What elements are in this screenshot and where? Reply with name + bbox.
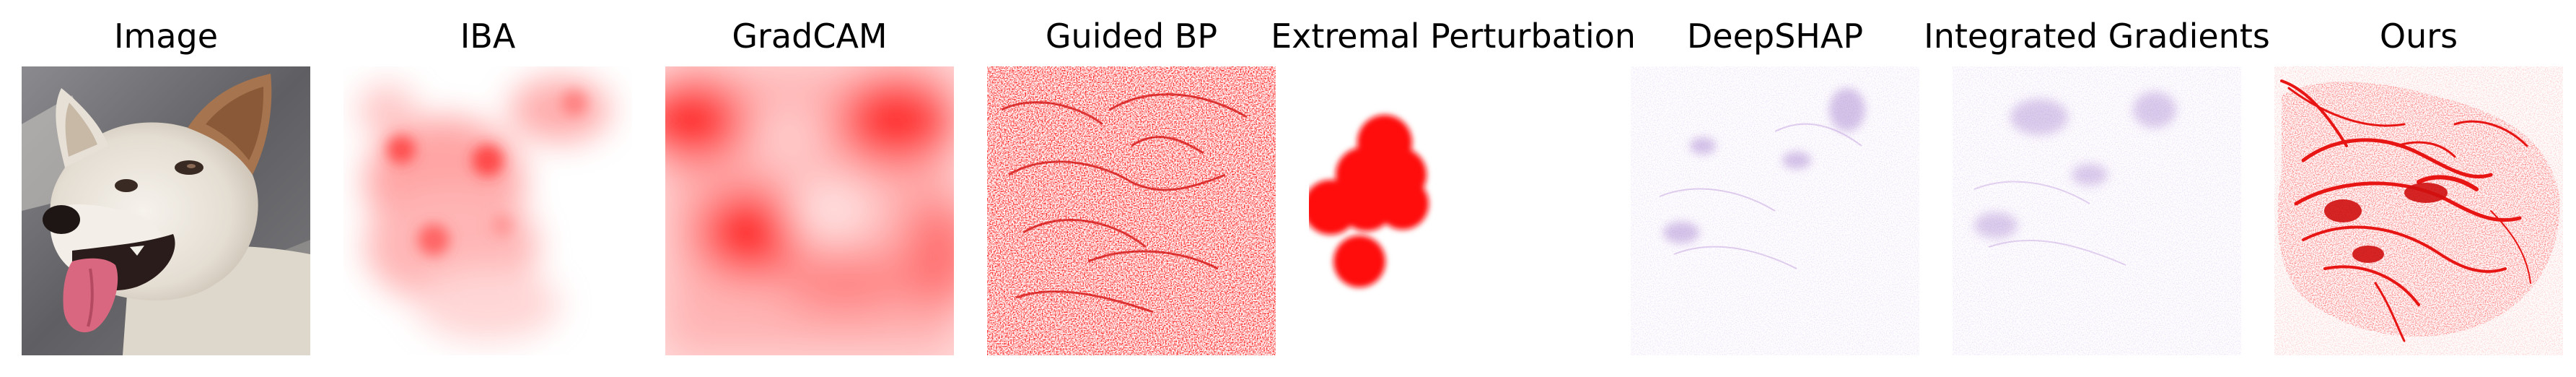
panel-title: Integrated Gradients bbox=[1924, 17, 2270, 56]
panel-title: IBA bbox=[460, 17, 516, 56]
ours-attribution bbox=[2274, 66, 2563, 355]
dog-photo bbox=[22, 66, 310, 355]
panel-iba: IBA bbox=[343, 0, 632, 377]
panel-deepshap: DeepSHAP bbox=[1631, 0, 1919, 377]
gradcam-heatmap bbox=[665, 66, 954, 355]
dog-photo-drawing bbox=[22, 66, 310, 355]
iba-heatmap-drawing bbox=[343, 66, 632, 355]
panel-title: Guided BP bbox=[1045, 17, 1218, 56]
extremal-mask bbox=[1309, 66, 1598, 355]
panel-gradcam: GradCAM bbox=[665, 0, 954, 377]
panel-image: Image bbox=[22, 0, 310, 377]
gradcam-heatmap-drawing bbox=[665, 66, 954, 355]
panel-title: GradCAM bbox=[732, 17, 888, 56]
panel-extremal: Extremal Perturbation bbox=[1271, 0, 1636, 377]
panel-guided-bp: Guided BP bbox=[987, 0, 1276, 377]
panel-integrated-gradients: Integrated Gradients bbox=[1924, 0, 2270, 377]
integrated-gradients-attribution bbox=[1953, 66, 2241, 355]
deepshap-attribution bbox=[1631, 66, 1919, 355]
panel-title: Ours bbox=[2379, 17, 2458, 56]
guided-bp-saliency-drawing bbox=[987, 66, 1276, 355]
ours-attribution-drawing bbox=[2274, 66, 2563, 355]
deepshap-attribution-drawing bbox=[1631, 66, 1919, 355]
panel-title: DeepSHAP bbox=[1686, 17, 1864, 56]
iba-heatmap bbox=[343, 66, 632, 355]
extremal-mask-drawing bbox=[1309, 66, 1598, 355]
panel-title: Extremal Perturbation bbox=[1271, 17, 1636, 56]
guided-bp-saliency bbox=[987, 66, 1276, 355]
integrated-gradients-attribution-drawing bbox=[1953, 66, 2241, 355]
panel-ours: Ours bbox=[2274, 0, 2563, 377]
panel-title: Image bbox=[113, 17, 219, 56]
